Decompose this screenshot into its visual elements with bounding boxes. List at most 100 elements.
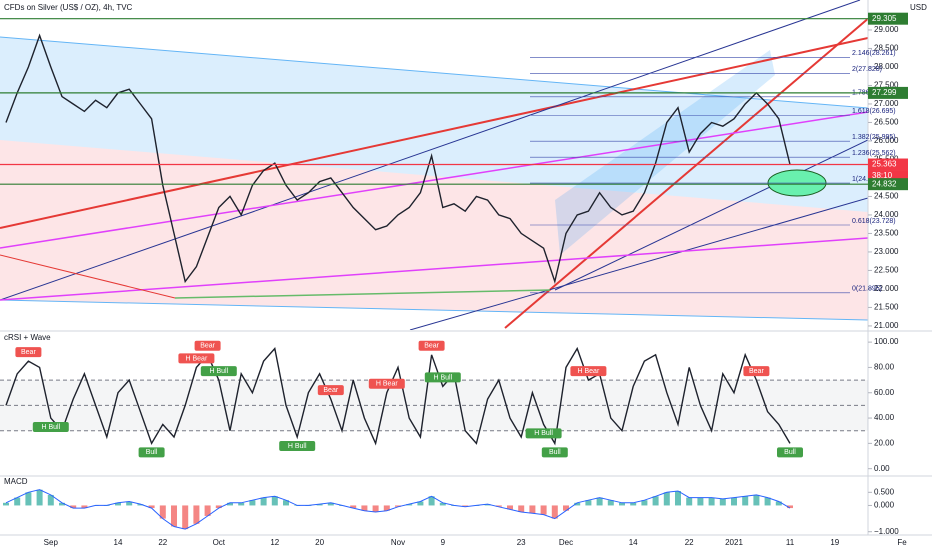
channel-line [0, 299, 868, 321]
price-tag [868, 178, 908, 191]
signal-badge [541, 447, 568, 458]
histogram-bar [630, 502, 637, 506]
histogram-bar [787, 505, 793, 509]
signal-label: H Bear [186, 355, 208, 362]
histogram-bar [551, 505, 558, 519]
fib-label: 0(21.895) [852, 286, 882, 293]
histogram-bar [596, 497, 603, 506]
histogram-bar [753, 494, 760, 506]
countdown-tag [868, 170, 908, 182]
y-tick-label: 22.500 [874, 266, 899, 275]
trend-line [0, 37, 868, 229]
signal-badge [178, 353, 215, 364]
currency: USD [910, 3, 927, 12]
fib-label: 1.618(26.695) [852, 108, 896, 115]
y-tick-label: 21.500 [874, 303, 899, 312]
histogram-bar [148, 505, 155, 509]
signal-label: H Bear [376, 381, 398, 388]
histogram-bar [204, 505, 211, 516]
signal-label: Bear [200, 343, 215, 350]
trend-line [0, 237, 868, 301]
histogram-bar [507, 505, 513, 510]
histogram-bar [518, 505, 525, 513]
histogram-bar [484, 504, 491, 506]
histogram-bar [47, 494, 54, 506]
histogram-bar [3, 502, 9, 506]
y-tick-label: 28.500 [874, 44, 899, 53]
histogram-bar [652, 496, 659, 506]
macd-line [5, 489, 791, 530]
price-tag-label: 29.305 [872, 14, 897, 23]
histogram-bar [215, 505, 222, 509]
y-tick-label: 21.000 [874, 321, 899, 330]
y-tick-label: 40.00 [874, 413, 895, 422]
histogram-bar [697, 497, 704, 506]
x-tick-label: Oct [213, 538, 226, 547]
countdown-label: 38:10 [872, 171, 893, 180]
histogram-bar [25, 492, 32, 506]
x-tick-label: 19 [830, 538, 839, 547]
fib-label: 1(24.861) [852, 176, 882, 183]
histogram-bar [271, 496, 278, 506]
fib-label: 1.382(25.995) [852, 134, 896, 141]
y-tick-label: 28.000 [874, 62, 899, 71]
signal-badge [200, 366, 237, 377]
fib-label: 0.618(23.728) [852, 218, 896, 225]
histogram-bar [171, 505, 177, 527]
signal-label: H Bear [578, 368, 600, 375]
histogram-bar [529, 505, 536, 514]
histogram-bar [563, 505, 569, 511]
y-tick-label: 26.000 [874, 136, 899, 145]
signal-badge [777, 447, 803, 458]
signal-badge [279, 441, 316, 452]
signal-badge [418, 340, 445, 351]
signal-label: Bear [749, 368, 764, 375]
histogram-bar [708, 497, 715, 506]
x-tick-label: Dec [559, 538, 573, 547]
histogram-bar [227, 502, 233, 506]
histogram-bar [115, 502, 121, 506]
price-tag [868, 158, 908, 171]
rising-channel [555, 50, 775, 255]
price-tag [868, 12, 908, 25]
trend-line [0, 111, 868, 249]
price-line [5, 346, 791, 446]
histogram-bar [126, 501, 133, 506]
histogram-bar [372, 505, 379, 513]
histogram-bar [137, 504, 144, 506]
y-tick-label: 80.00 [874, 363, 895, 372]
pane-title: cRSI + Wave [4, 333, 51, 342]
signal-badge [424, 372, 461, 383]
histogram-bar [361, 505, 368, 511]
signal-label: H Bull [433, 374, 452, 381]
signal-badge [194, 340, 221, 351]
y-tick-label: 26.500 [874, 118, 899, 127]
signal-label: Bear [323, 387, 338, 394]
x-tick-label: 12 [270, 538, 279, 547]
histogram-bar [193, 505, 200, 524]
y-tick-label: 24.000 [874, 210, 899, 219]
price-tag-label: 27.299 [872, 88, 897, 97]
y-tick-label: 22.000 [874, 284, 899, 293]
signal-badge [525, 428, 562, 439]
y-tick-label: 23.000 [874, 247, 899, 256]
signal-label: Bull [146, 449, 158, 456]
signal-label: Bear [424, 343, 439, 350]
histogram-bar [417, 501, 424, 506]
signal-label: Bull [784, 449, 796, 456]
histogram-bar [159, 505, 166, 519]
fib-label: 2(27.828) [852, 66, 882, 73]
drawings [0, 0, 868, 330]
blue-channel [0, 37, 868, 212]
x-tick-label: 22 [158, 538, 167, 547]
histogram-bar [59, 502, 65, 506]
histogram-bar [540, 505, 547, 515]
chart-title: CFDs on Silver (US$ / OZ), 4h, TVC [4, 3, 133, 12]
histogram-bar [641, 500, 648, 506]
histogram-bar [350, 505, 357, 509]
signal-badge [15, 347, 42, 358]
histogram-bar [439, 502, 446, 506]
fib-label: 2.146(28.261) [852, 50, 896, 57]
channel-line [0, 36, 868, 109]
histogram-bar [327, 502, 334, 506]
